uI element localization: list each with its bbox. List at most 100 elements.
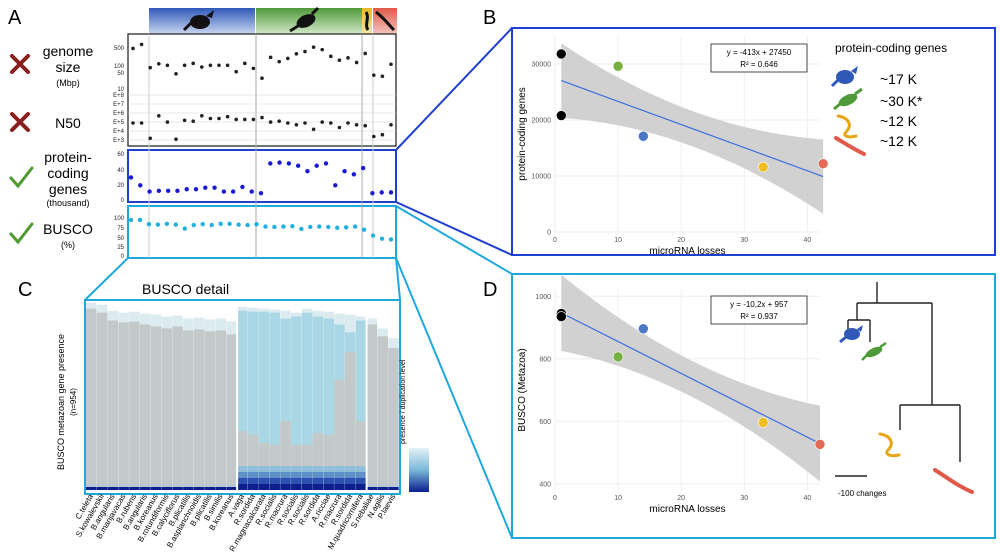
row-label-genome: genome size (Mbp) [43, 43, 94, 88]
genome-size-point [260, 76, 264, 81]
busco-duplication-shade [226, 484, 237, 487]
protein-count-point [203, 185, 208, 190]
busco-presence-band [280, 421, 291, 490]
protein-count-point [221, 189, 227, 194]
busco-duplication-shade [226, 487, 237, 490]
protein-count-point [351, 172, 357, 177]
row-protein-line1: protein- [44, 149, 92, 165]
panel-b-frame [511, 27, 996, 256]
busco-duplication-band [237, 310, 248, 490]
genome-size-point [251, 66, 256, 71]
genome-size-point [191, 61, 195, 66]
busco-duplication-shade [301, 478, 313, 484]
busco-duplication-shade [247, 484, 259, 490]
busco-percent-point [236, 222, 241, 227]
busco-duplication-shade [193, 487, 205, 490]
n50-point [277, 119, 282, 123]
tick-protein-20: 20 [117, 183, 124, 189]
busco-presence-band [366, 324, 378, 490]
busco-duplication-shade [291, 484, 302, 490]
n50-point [148, 136, 152, 141]
busco-percent-point [361, 227, 367, 232]
blue-rotifer-icon [830, 66, 858, 88]
y-tick-label: 1000 [535, 294, 551, 301]
x-tick-label: 30 [740, 237, 748, 244]
data-point [757, 161, 769, 173]
busco-percent-point [263, 224, 268, 229]
busco-duplication-shade [312, 478, 324, 484]
busco-duplication-shade [237, 478, 248, 484]
connector-to-d-top [395, 205, 513, 275]
busco-duplication-shade [96, 484, 108, 487]
protein-count-point [156, 188, 162, 194]
busco-percent-point [200, 222, 205, 227]
busco-percent-point [128, 217, 134, 223]
y-tick-label: 800 [539, 356, 551, 363]
genome-size-point [139, 42, 144, 47]
busco-presence-band [129, 321, 140, 490]
data-point [638, 130, 649, 142]
protein-count-point [305, 169, 310, 174]
busco-presence-band [355, 421, 367, 490]
n50-point [380, 132, 385, 137]
genome-size-point [320, 47, 325, 52]
tree-tip-red-worm-icon [933, 468, 974, 494]
protein-count-point [277, 160, 282, 165]
genome-size-point [243, 61, 247, 66]
busco-percent-point [182, 226, 187, 231]
panel-a-protein-frame [127, 149, 397, 203]
busco-duplication-shade [237, 472, 248, 478]
busco-percent-point [164, 221, 170, 227]
n50-point [157, 114, 161, 118]
genome-size-point [268, 55, 273, 60]
yellow-worm-icon [836, 114, 858, 139]
busco-percent-point [343, 225, 349, 230]
busco-duplication-shade [323, 484, 334, 490]
n50-point [337, 125, 342, 130]
tick-genome-500: 500 [114, 46, 125, 52]
busco-presence-band [86, 308, 97, 490]
n50-point [191, 119, 195, 123]
busco-duplication-shade [334, 472, 345, 478]
busco-presence-band [183, 330, 194, 490]
row-genome-line1: genome [43, 43, 94, 59]
busco-duplication-shade [366, 487, 378, 490]
row-protein-line2: coding [47, 165, 88, 181]
busco-percent-point [335, 225, 340, 230]
protein-count-point [314, 163, 319, 168]
x-tick-label: 0 [553, 237, 557, 244]
busco-duplication-shade [334, 484, 345, 490]
legend-value-yellow: ~12 K [880, 113, 918, 129]
protein-count-point [212, 185, 217, 190]
busco-duplication-shade [388, 484, 399, 487]
row-busco-unit: (%) [61, 240, 75, 250]
busco-presence-band [237, 430, 248, 490]
busco-percent-point [290, 223, 295, 229]
busco-duplication-shade [334, 478, 345, 484]
busco-duplication-shade [280, 472, 291, 478]
panel-a-points [128, 42, 394, 242]
busco-duplication-shade [323, 466, 334, 472]
equation-box [710, 43, 808, 73]
busco-duplication-shade [291, 466, 302, 472]
genome-size-point [329, 54, 333, 59]
busco-duplication-shade [258, 472, 270, 478]
busco-duplication-shade [129, 487, 140, 490]
x-tick-label: 10 [614, 237, 622, 244]
busco-presence-band [247, 434, 259, 490]
busco-duplication-shade [215, 487, 227, 490]
busco-duplication-shade [280, 466, 291, 472]
genome-size-point [354, 60, 359, 65]
protein-count-point [342, 169, 347, 174]
busco-duplication-shade [150, 487, 162, 490]
busco-duplication-shade [366, 484, 378, 487]
busco-duplication-shade [237, 466, 248, 472]
tree-scale-label: -100 changes [838, 489, 886, 498]
protein-count-point [175, 188, 180, 194]
busco-duplication-shade [258, 466, 270, 472]
protein-count-point [138, 183, 143, 188]
connector-to-c-right [395, 257, 401, 301]
busco-presence-band [226, 334, 237, 490]
